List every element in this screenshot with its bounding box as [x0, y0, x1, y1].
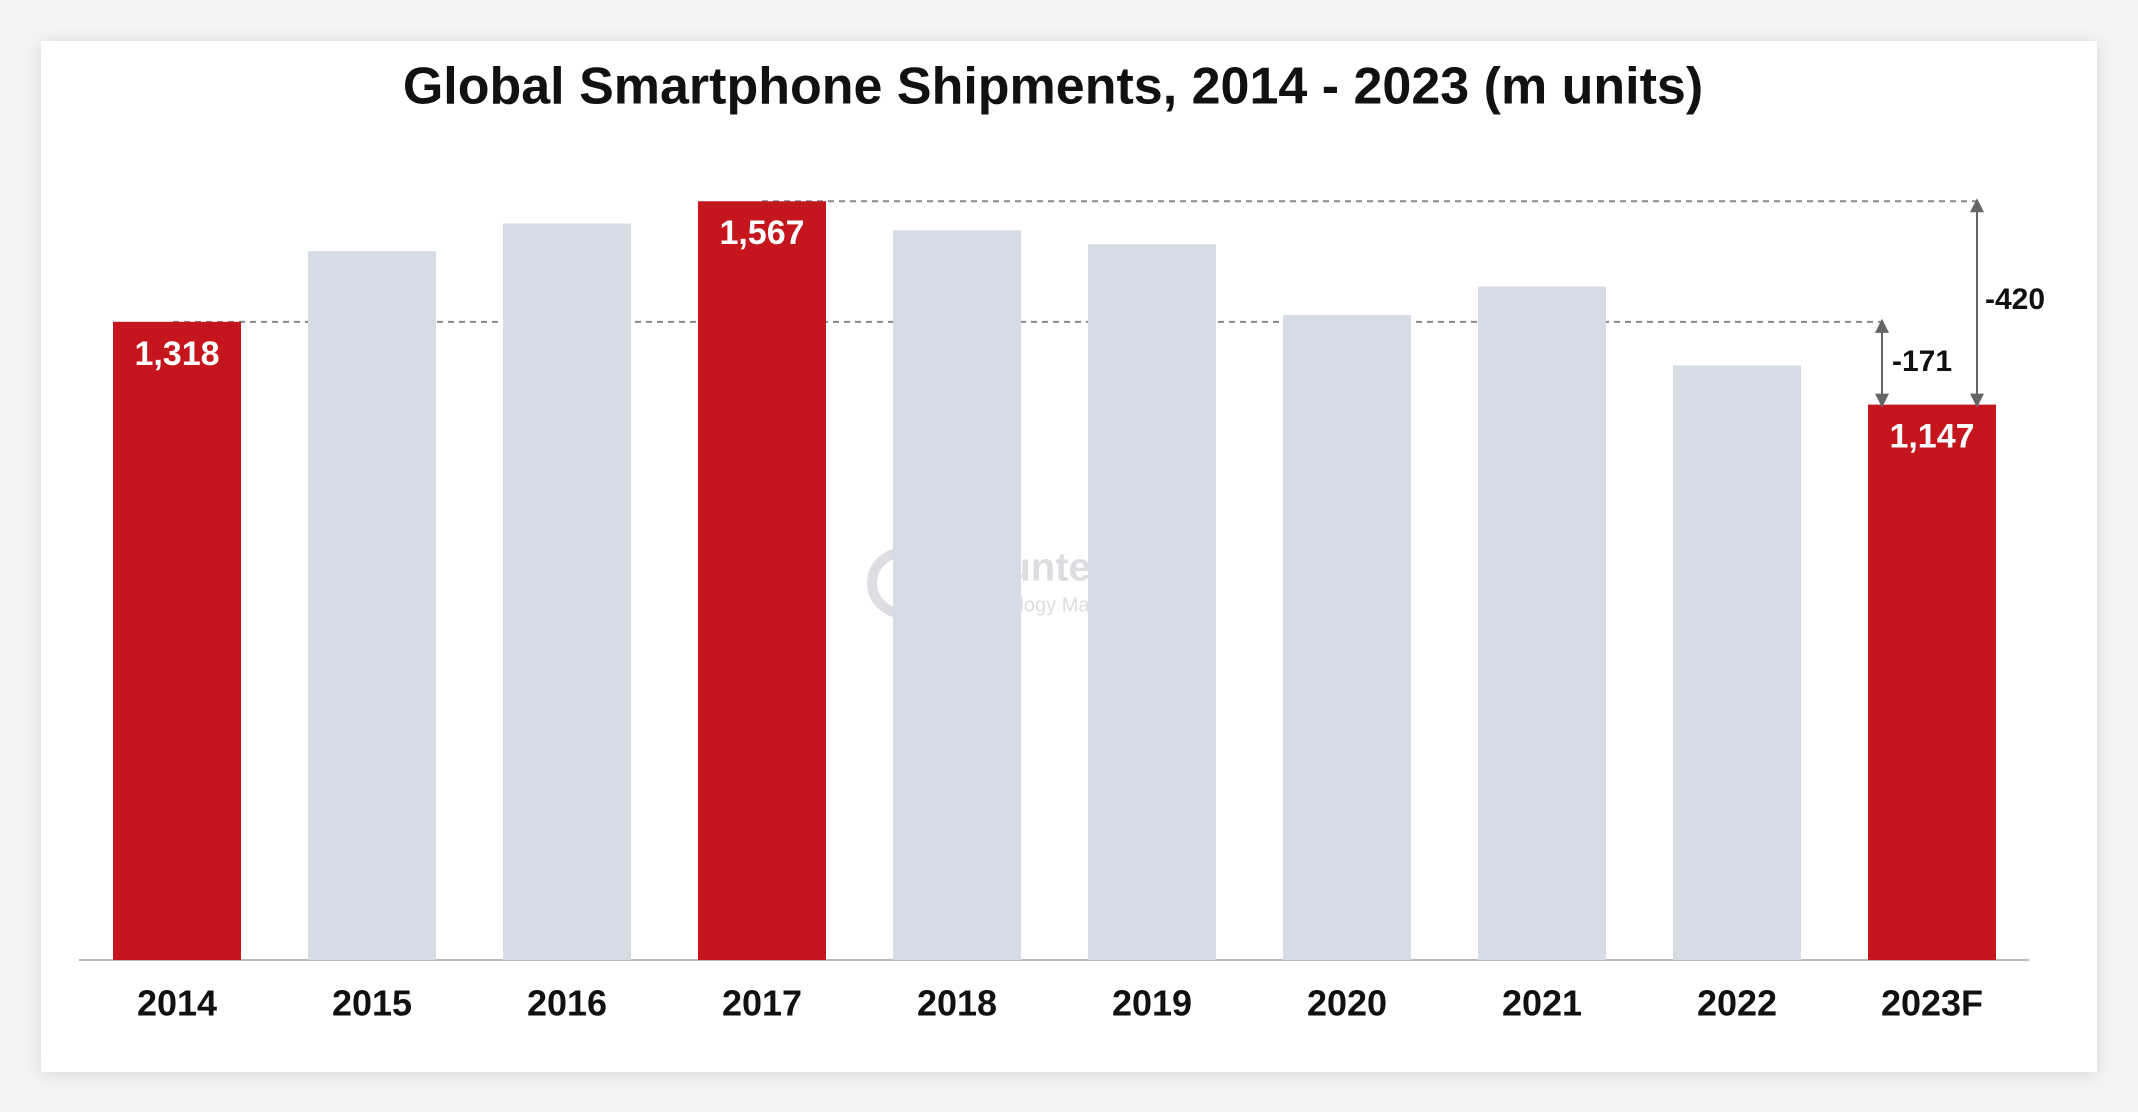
bar [1088, 244, 1216, 960]
x-tick-label: 2015 [332, 983, 412, 1024]
bar [503, 223, 631, 960]
bar [1478, 286, 1606, 961]
chart-title: Global Smartphone Shipments, 2014 - 2023… [403, 58, 1703, 116]
bar [1868, 404, 1996, 961]
annotation: -171 [1892, 345, 1952, 378]
x-tick-label: 2020 [1307, 983, 1387, 1024]
bar [113, 321, 241, 960]
value-label: 1,567 [719, 214, 804, 252]
value-label: 1,147 [1889, 418, 1974, 456]
bar [308, 251, 436, 960]
annotation: -420 [1985, 283, 2045, 316]
bar [1673, 365, 1801, 960]
x-tick-label: 2023F [1881, 983, 1983, 1024]
x-tick-label: 2017 [722, 983, 802, 1024]
x-tick-label: 2022 [1697, 983, 1777, 1024]
bar [698, 201, 826, 960]
x-tick-label: 2014 [137, 983, 217, 1024]
x-tick-label: 2016 [527, 983, 607, 1024]
bar [1283, 315, 1411, 960]
bar [893, 230, 1021, 960]
x-tick-label: 2018 [917, 983, 997, 1024]
x-tick-label: 2021 [1502, 983, 1582, 1024]
x-tick-label: 2019 [1112, 983, 1192, 1024]
value-label: 1,318 [134, 335, 219, 373]
